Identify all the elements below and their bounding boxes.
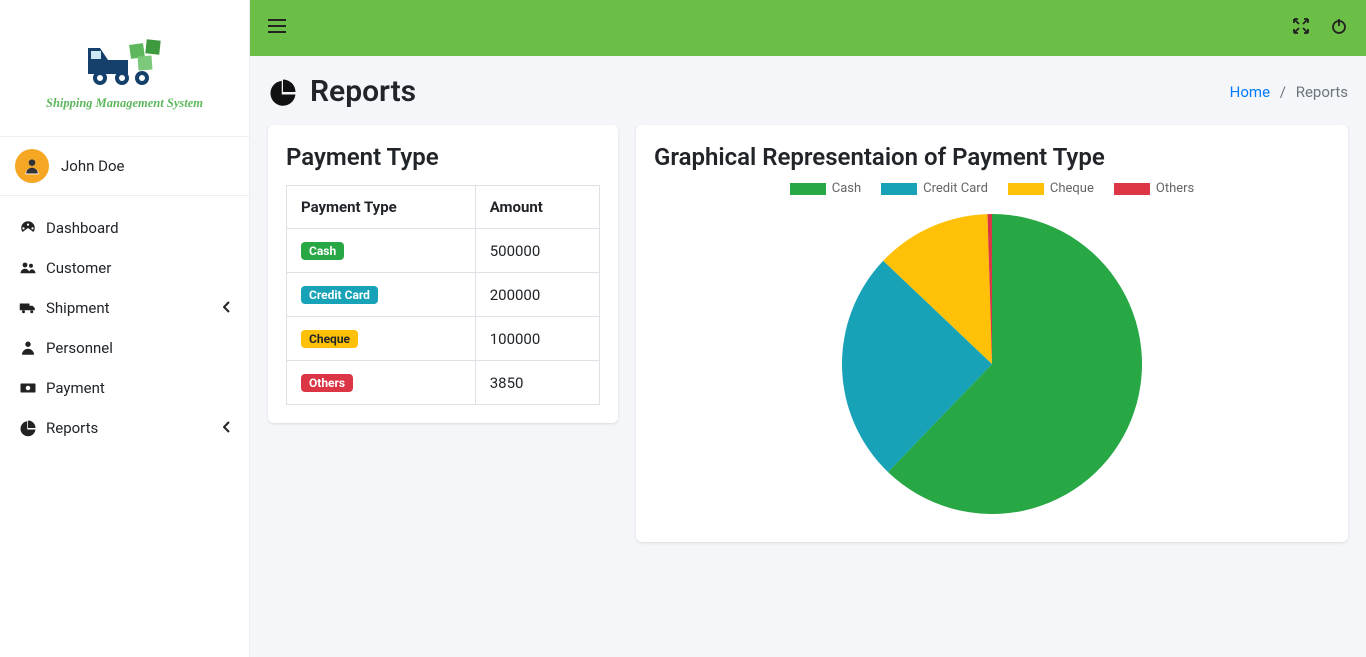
page-title-text: Reports xyxy=(310,74,416,109)
sidebar-item-label: Shipment xyxy=(46,299,110,317)
person-icon xyxy=(18,339,46,357)
legend-label: Cheque xyxy=(1050,181,1094,196)
topbar xyxy=(250,0,1366,56)
hamburger-icon xyxy=(268,18,286,34)
table-cell-amount: 3850 xyxy=(475,361,599,405)
legend-swatch xyxy=(1008,183,1044,195)
gauge-icon xyxy=(18,219,46,237)
legend-item[interactable]: Cheque xyxy=(1008,181,1094,196)
chart-card: Graphical Representaion of Payment Type … xyxy=(636,125,1348,542)
sidebar-item-label: Payment xyxy=(46,379,105,397)
sidebar-item-label: Personnel xyxy=(46,339,113,357)
sidebar-item-payment[interactable]: Payment xyxy=(0,368,249,408)
legend-item[interactable]: Others xyxy=(1114,181,1194,196)
nav: Dashboard Customer Shipment xyxy=(0,196,249,460)
payment-badge: Others xyxy=(301,374,353,392)
table-row: Cash 500000 xyxy=(287,229,600,273)
avatar xyxy=(15,149,49,183)
table-cell-type: Others xyxy=(287,361,476,405)
legend-swatch xyxy=(790,183,826,195)
card-title: Payment Type xyxy=(286,143,600,171)
breadcrumb-current: Reports xyxy=(1296,83,1348,101)
users-icon xyxy=(18,259,46,277)
truck-icon xyxy=(18,299,46,317)
payment-badge: Credit Card xyxy=(301,286,378,304)
payment-badge: Cash xyxy=(301,242,344,260)
chart-title: Graphical Representaion of Payment Type xyxy=(654,143,1330,171)
avatar-person-icon xyxy=(22,156,42,176)
sidebar-item-customer[interactable]: Customer xyxy=(0,248,249,288)
expand-icon xyxy=(1292,17,1310,35)
legend-item[interactable]: Credit Card xyxy=(881,181,988,196)
pie-chart xyxy=(654,204,1330,524)
logo-truck-icon xyxy=(80,30,170,90)
content-header: Reports Home / Reports xyxy=(250,56,1366,121)
pie-chart-icon xyxy=(18,419,46,437)
sidebar-item-reports[interactable]: Reports xyxy=(0,408,249,448)
legend-label: Credit Card xyxy=(923,181,988,196)
sidebar-item-label: Dashboard xyxy=(46,219,119,237)
breadcrumb-separator: / xyxy=(1280,83,1286,101)
sidebar-item-label: Customer xyxy=(46,259,111,277)
table-cell-type: Cash xyxy=(287,229,476,273)
payment-badge: Cheque xyxy=(301,330,358,348)
main: Reports Home / Reports Payment Type Paym… xyxy=(250,0,1366,657)
brand: Shipping Management System xyxy=(0,0,249,136)
chevron-left-icon xyxy=(223,419,231,437)
brand-text: Shipping Management System xyxy=(15,96,234,111)
breadcrumb: Home / Reports xyxy=(1230,83,1348,101)
content: Payment Type Payment Type Amount Cash 500… xyxy=(250,121,1366,560)
money-icon xyxy=(18,379,46,397)
payment-type-card: Payment Type Payment Type Amount Cash 500… xyxy=(268,125,618,423)
chevron-left-icon xyxy=(223,299,231,317)
sidebar: Shipping Management System John Doe Dash… xyxy=(0,0,250,657)
user-panel[interactable]: John Doe xyxy=(0,136,249,196)
table-row: Others 3850 xyxy=(287,361,600,405)
user-name: John Doe xyxy=(61,157,124,175)
table-cell-type: Credit Card xyxy=(287,273,476,317)
table-cell-amount: 200000 xyxy=(475,273,599,317)
legend-item[interactable]: Cash xyxy=(790,181,861,196)
power-icon xyxy=(1330,17,1348,35)
table-row: Credit Card 200000 xyxy=(287,273,600,317)
table-cell-amount: 100000 xyxy=(475,317,599,361)
table-cell-amount: 500000 xyxy=(475,229,599,273)
pie-chart-icon xyxy=(268,77,298,107)
breadcrumb-home-link[interactable]: Home xyxy=(1230,83,1270,101)
table-row: Cheque 100000 xyxy=(287,317,600,361)
chart-legend: Cash Credit Card Cheque Others xyxy=(654,181,1330,196)
sidebar-item-personnel[interactable]: Personnel xyxy=(0,328,249,368)
legend-swatch xyxy=(1114,183,1150,195)
fullscreen-button[interactable] xyxy=(1292,17,1310,39)
table-header: Payment Type xyxy=(287,186,476,229)
payment-type-table: Payment Type Amount Cash500000Credit Car… xyxy=(286,185,600,405)
legend-label: Others xyxy=(1156,181,1194,196)
sidebar-item-dashboard[interactable]: Dashboard xyxy=(0,208,249,248)
sidebar-item-shipment[interactable]: Shipment xyxy=(0,288,249,328)
page-title: Reports xyxy=(268,74,416,109)
menu-toggle-button[interactable] xyxy=(268,18,286,38)
pie-svg xyxy=(832,204,1152,524)
legend-label: Cash xyxy=(832,181,861,196)
table-header: Amount xyxy=(475,186,599,229)
legend-swatch xyxy=(881,183,917,195)
table-cell-type: Cheque xyxy=(287,317,476,361)
power-button[interactable] xyxy=(1330,17,1348,39)
sidebar-item-label: Reports xyxy=(46,419,98,437)
